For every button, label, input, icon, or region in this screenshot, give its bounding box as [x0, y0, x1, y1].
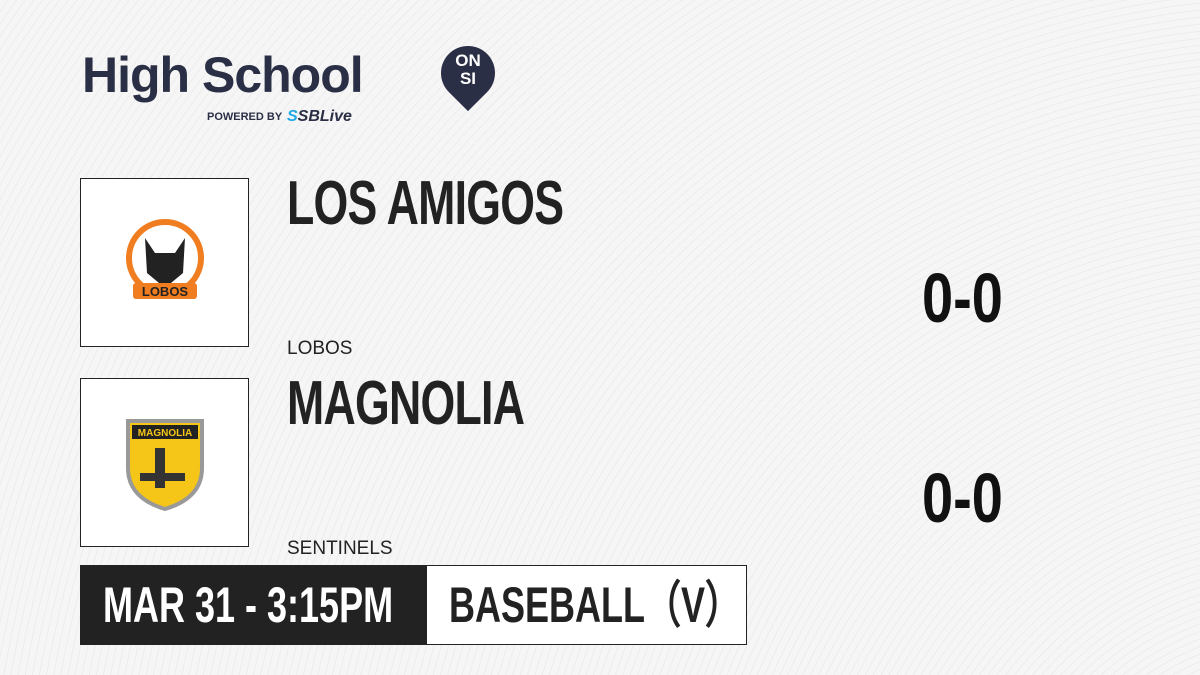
team-mascot: SENTINELS — [287, 538, 393, 559]
team-name: LOS AMIGOS — [287, 169, 564, 238]
game-datetime: MAR 31 - 3:15PM — [81, 566, 427, 644]
on-si-badge: ON SI — [455, 51, 481, 88]
sblive-logo: SSBLive — [287, 108, 352, 125]
game-info-bar: MAR 31 - 3:15PM BASEBALL（V） — [80, 565, 747, 645]
powered-by-label: POWERED BY — [207, 111, 283, 123]
team-logo-magnolia: MAGNOLIA — [80, 378, 249, 547]
brand-title: High School — [82, 47, 364, 103]
team-score: 0-0 — [922, 259, 1003, 337]
team-score: 0-0 — [922, 459, 1003, 537]
magnolia-shield-logo-icon: MAGNOLIA — [125, 418, 204, 511]
team-name: MAGNOLIA — [287, 369, 525, 438]
team-logo-los-amigos: LOBOS — [80, 178, 249, 347]
team-mascot: LOBOS — [287, 338, 353, 359]
lobos-wolf-logo-icon: LOBOS — [125, 218, 204, 299]
svg-text:MAGNOLIA: MAGNOLIA — [137, 428, 191, 439]
svg-text:LOBOS: LOBOS — [141, 284, 188, 299]
game-sport: BASEBALL（V） — [449, 577, 742, 633]
